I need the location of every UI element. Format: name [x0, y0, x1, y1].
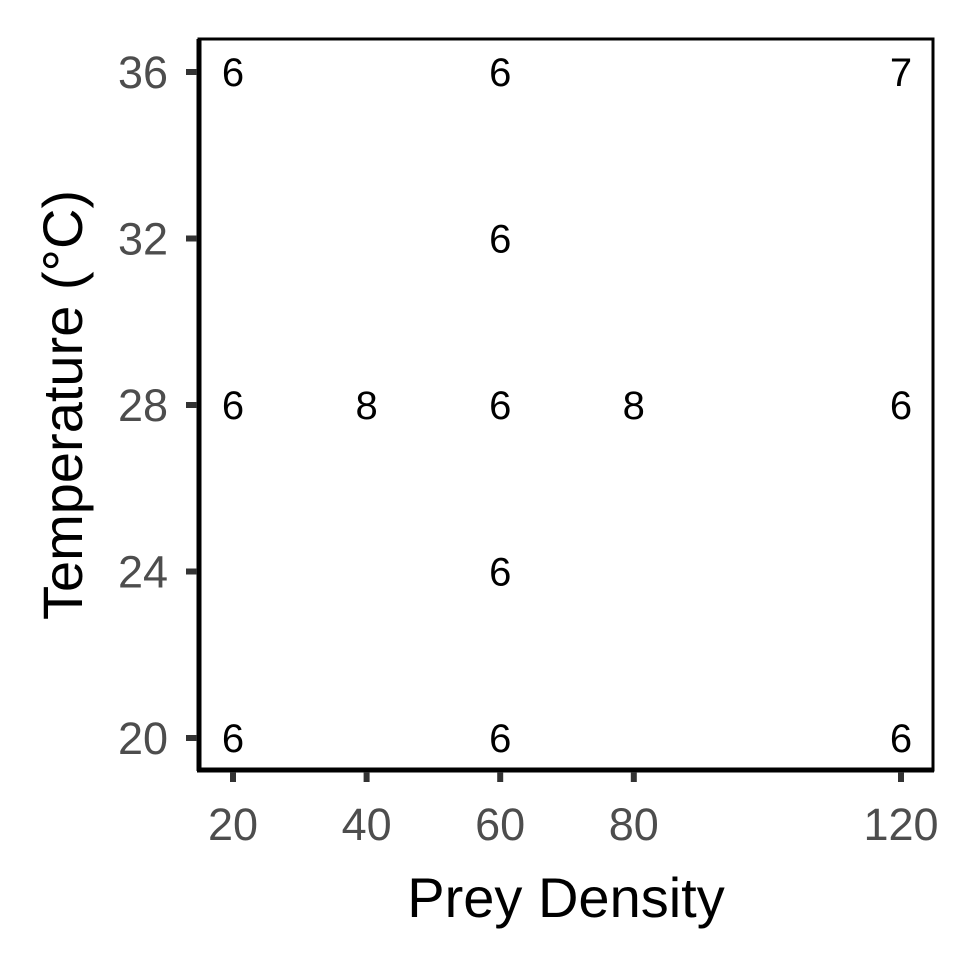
- point-labels: 6 6 7 6 6 8 6 8 6 6 6 6 6: [222, 51, 912, 761]
- point-label: 7: [890, 51, 912, 95]
- point-label: 6: [489, 51, 511, 95]
- y-axis-ticks: 20 24 28 32 36: [118, 47, 197, 764]
- point-label: 8: [355, 384, 377, 428]
- x-tick-label: 20: [208, 799, 258, 850]
- point-label: 6: [222, 384, 244, 428]
- y-axis-title: Temperature (°C): [31, 190, 94, 620]
- x-axis-ticks: 20 40 60 80 120: [208, 772, 939, 850]
- point-label: 6: [890, 717, 912, 761]
- x-tick-label: 40: [342, 799, 392, 850]
- point-label: 6: [489, 717, 511, 761]
- point-label: 6: [222, 51, 244, 95]
- point-label: 6: [489, 384, 511, 428]
- x-tick-label: 80: [609, 799, 659, 850]
- x-tick-label: 120: [863, 799, 938, 850]
- y-tick-label: 20: [118, 713, 168, 764]
- y-tick-label: 28: [118, 380, 168, 431]
- point-label: 6: [890, 384, 912, 428]
- point-label: 6: [489, 218, 511, 262]
- y-tick-label: 24: [118, 547, 168, 598]
- y-tick-label: 32: [118, 214, 168, 265]
- x-tick-label: 60: [475, 799, 525, 850]
- plot-panel-border: [197, 37, 935, 772]
- point-label: 6: [222, 717, 244, 761]
- x-axis-title: Prey Density: [407, 866, 724, 929]
- point-label: 8: [623, 384, 645, 428]
- y-tick-label: 36: [118, 47, 168, 98]
- point-label: 6: [489, 551, 511, 595]
